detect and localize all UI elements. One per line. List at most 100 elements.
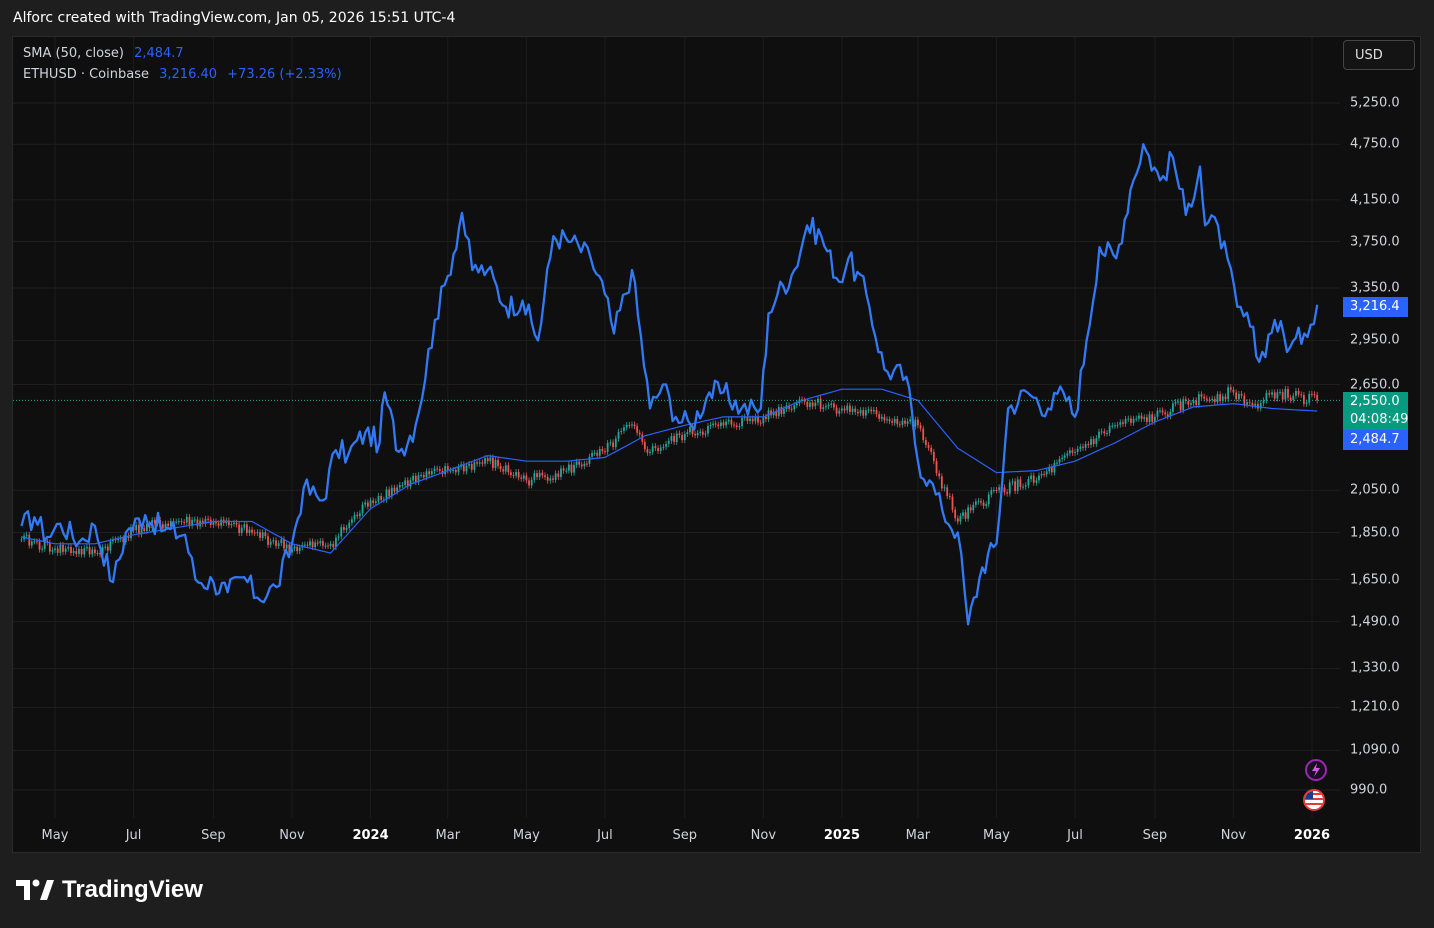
candle-body xyxy=(193,519,196,521)
chart-area[interactable] xyxy=(12,36,1421,853)
candle-body xyxy=(1066,453,1069,456)
candle-body xyxy=(94,549,96,554)
candle-body xyxy=(862,410,865,416)
candle-body xyxy=(995,490,998,492)
candle-body xyxy=(1240,393,1243,396)
candle-body xyxy=(374,501,377,503)
candle-body xyxy=(316,542,319,544)
candle-body xyxy=(272,540,275,542)
candle-body xyxy=(233,522,235,524)
candle-body xyxy=(212,521,215,525)
candle-body xyxy=(714,423,717,425)
candle-body xyxy=(1284,389,1287,400)
bar-countdown: 04:08:49 xyxy=(1350,412,1409,427)
candle-body xyxy=(754,416,757,422)
x-tick-label: Mar xyxy=(905,828,931,843)
candle-body xyxy=(927,444,930,448)
candle-body xyxy=(491,457,494,468)
candle-body xyxy=(256,532,259,534)
candle-body xyxy=(985,504,988,506)
candle-body xyxy=(662,446,665,448)
candle-body xyxy=(196,519,199,527)
candle-body xyxy=(814,402,817,407)
candle-body xyxy=(1161,410,1164,413)
candle-body xyxy=(1148,414,1151,422)
candle-body xyxy=(593,452,596,454)
candle-body xyxy=(259,532,261,538)
candle-body xyxy=(1038,475,1040,481)
candle-body xyxy=(1243,395,1246,405)
candle-body xyxy=(964,512,967,519)
candle-body xyxy=(959,515,962,522)
candle-body xyxy=(1011,481,1014,483)
lightning-icon[interactable] xyxy=(1305,759,1327,781)
candle-body xyxy=(667,440,670,444)
candle-body xyxy=(533,473,536,480)
candle-body xyxy=(1197,394,1200,405)
candle-body xyxy=(204,518,207,524)
sma-legend[interactable]: SMA (50, close) 2,484.7 xyxy=(23,46,184,61)
candle-body xyxy=(901,420,904,425)
symbol-legend[interactable]: ETHUSD · Coinbase 3,216.40 +73.26 (+2.33… xyxy=(23,67,342,82)
candle-body xyxy=(104,546,107,548)
candle-body xyxy=(722,422,725,426)
candle-body xyxy=(546,476,549,481)
candle-body xyxy=(446,466,449,471)
tradingview-brand: TradingView xyxy=(16,876,203,904)
us-flag-icon[interactable] xyxy=(1303,789,1325,811)
currency-button[interactable]: USD xyxy=(1343,40,1415,70)
candle-body xyxy=(1259,403,1262,409)
candle-body xyxy=(924,440,927,445)
candle-body xyxy=(1227,387,1230,400)
candle-body xyxy=(649,451,651,453)
attribution-text: Alforc created with TradingView.com, Jan… xyxy=(13,10,456,26)
y-tick-label: 1,210.0 xyxy=(1350,699,1400,715)
candle-body xyxy=(25,534,28,536)
candle-body xyxy=(843,408,846,411)
candle-body xyxy=(366,502,369,507)
candle-body xyxy=(177,521,180,523)
candle-body xyxy=(140,528,143,535)
candle-body xyxy=(757,416,759,423)
eth-line xyxy=(20,143,1319,626)
candle-body xyxy=(646,449,649,453)
candle-body xyxy=(481,462,484,464)
candle-body xyxy=(1182,399,1185,411)
candle-body xyxy=(1058,458,1061,463)
candle-body xyxy=(762,416,765,424)
candle-body xyxy=(1071,450,1074,453)
candle-body xyxy=(83,548,86,555)
candle-body xyxy=(825,406,827,408)
candle-body xyxy=(1024,485,1027,487)
candle-body xyxy=(1166,414,1169,417)
candle-body xyxy=(1305,402,1308,404)
candle-body xyxy=(67,547,70,549)
candle-body xyxy=(759,422,762,424)
candle-body xyxy=(130,527,132,539)
candle-body xyxy=(1248,402,1251,404)
candle-body xyxy=(1151,414,1154,422)
tradingview-logo-icon xyxy=(16,879,54,900)
candle-body xyxy=(694,434,696,436)
candle-body xyxy=(846,405,849,411)
candle-body xyxy=(880,416,883,419)
candle-body xyxy=(1295,390,1297,396)
candle-body xyxy=(38,541,41,550)
candle-body xyxy=(353,514,356,520)
candle-last-price-tag: 2,550.0 04:08:49 xyxy=(1343,392,1408,432)
candle-body xyxy=(420,474,423,476)
candle-body xyxy=(185,516,188,523)
candle-body xyxy=(390,487,393,497)
candle-body xyxy=(803,400,806,402)
candle-body xyxy=(43,540,46,549)
candle-body xyxy=(462,464,465,472)
candle-body xyxy=(364,502,367,505)
candle-body xyxy=(269,541,272,545)
candle-body xyxy=(425,471,428,478)
x-tick-label: May xyxy=(41,828,69,843)
y-tick-label: 2,050.0 xyxy=(1350,482,1400,498)
candle-body xyxy=(751,418,754,422)
candle-body xyxy=(1219,394,1222,401)
candle-body xyxy=(893,418,896,423)
